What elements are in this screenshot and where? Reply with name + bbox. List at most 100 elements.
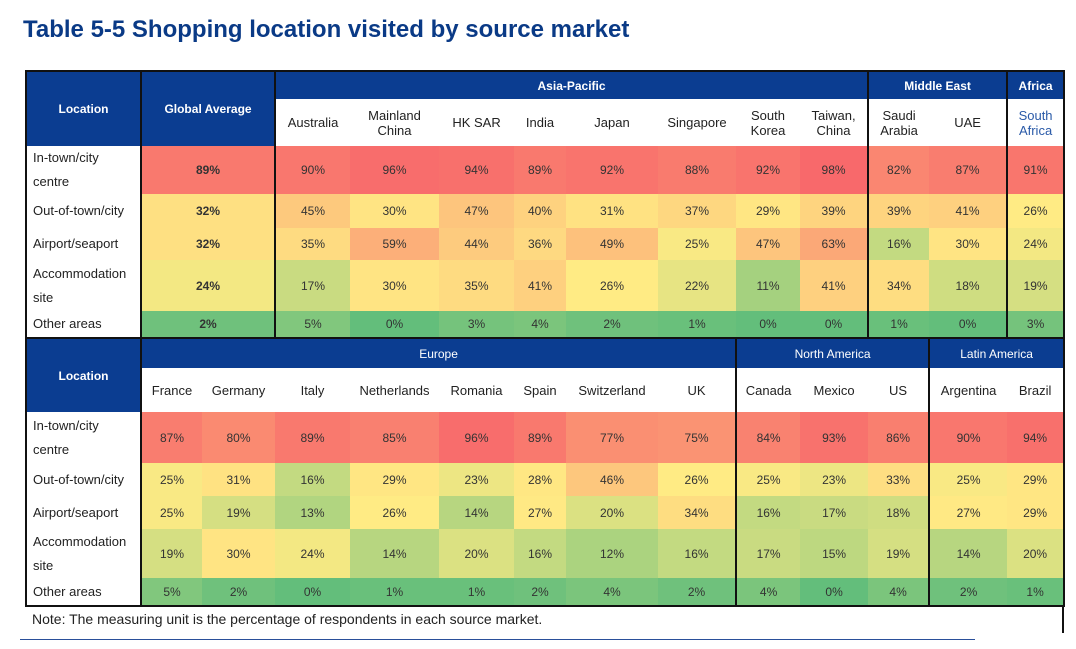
location-header: Location [26, 338, 141, 412]
value-cell: 22% [658, 260, 737, 311]
value-cell: 13% [275, 496, 350, 529]
value-cell: 41% [800, 260, 869, 311]
value-cell: 17% [735, 529, 801, 578]
value-cell: 31% [202, 463, 275, 496]
value-cell: 33% [868, 463, 930, 496]
value-cell: 41% [514, 260, 567, 311]
value-cell: 14% [439, 496, 514, 529]
value-cell: 25% [928, 463, 1008, 496]
data-row: In-town/city centre 89% 90% 96% 94% 89% 92% 88%… [26, 146, 1065, 194]
column-header: US [868, 368, 930, 412]
column-header: Australia [274, 99, 351, 146]
data-row: Other areas 2% 5% 0% 3% 4% 2% 1% 0% 0% 1% 0% 3% [26, 311, 1065, 338]
value-cell: 34% [658, 496, 737, 529]
value-cell: 89% [514, 146, 567, 194]
value-cell: 31% [566, 194, 659, 228]
average-cell: 32% [139, 194, 276, 228]
value-cell: 89% [514, 412, 566, 463]
value-cell: 25% [735, 463, 801, 496]
value-cell: 11% [736, 260, 801, 311]
value-cell: 75% [658, 412, 737, 463]
column-header: HK SAR [439, 99, 515, 146]
value-cell: 63% [800, 228, 869, 260]
value-cell: 80% [202, 412, 275, 463]
row-label: In-town/city centre [26, 412, 141, 463]
value-cell: 0% [275, 578, 350, 606]
row-label: Out-of-town/city [26, 194, 141, 228]
value-cell: 3% [1006, 311, 1065, 338]
value-cell: 87% [140, 412, 202, 463]
average-cell: 89% [139, 146, 276, 194]
row-label: Accommodation site [26, 529, 141, 578]
data-row: Accommodation site 19% 30% 24% 14% 20% 16% 12% 1… [26, 529, 1065, 578]
value-cell: 92% [566, 146, 659, 194]
row-label: Other areas [26, 311, 141, 338]
value-cell: 2% [566, 311, 659, 338]
value-cell: 16% [514, 529, 566, 578]
column-header: Saudi Arabia [867, 99, 930, 146]
average-cell: 32% [139, 228, 276, 260]
data-row: Airport/seaport 32% 35% 59% 44% 36% 49% 25% 47% 6… [26, 228, 1065, 260]
value-cell: 4% [514, 311, 567, 338]
column-header: Taiwan, China [800, 99, 869, 146]
column-header: South Africa [1006, 99, 1065, 146]
column-header: Singapore [658, 99, 737, 146]
value-cell: 29% [1007, 463, 1065, 496]
value-cell: 16% [275, 463, 350, 496]
value-cell: 23% [800, 463, 869, 496]
value-cell: 19% [140, 529, 202, 578]
value-cell: 18% [929, 260, 1008, 311]
group-header-row: Location Global Average Asia-Pacific Middle… [26, 71, 1065, 146]
value-cell: 16% [867, 228, 930, 260]
value-cell: 5% [274, 311, 351, 338]
value-cell: 92% [736, 146, 801, 194]
value-cell: 34% [867, 260, 930, 311]
value-cell: 27% [514, 496, 566, 529]
value-cell: 20% [566, 496, 658, 529]
column-header: Argentina [928, 368, 1008, 412]
column-header: South Korea [736, 99, 801, 146]
value-cell: 25% [140, 496, 202, 529]
value-cell: 87% [929, 146, 1008, 194]
value-cell: 96% [439, 412, 514, 463]
column-header: Netherlands [350, 368, 439, 412]
value-cell: 96% [350, 146, 440, 194]
average-cell: 2% [139, 311, 276, 338]
data-row: Out-of-town/city 25% 31% 16% 29% 23% 28% 46% 26%… [26, 463, 1065, 496]
value-cell: 47% [736, 228, 801, 260]
value-cell: 17% [800, 496, 869, 529]
row-label: Out-of-town/city [26, 463, 141, 496]
row-label: Airport/seaport [26, 228, 141, 260]
column-header: Spain [514, 368, 566, 412]
border-line [1062, 605, 1064, 633]
value-cell: 2% [658, 578, 737, 606]
value-cell: 19% [202, 496, 275, 529]
group-header: Europe [139, 338, 737, 368]
value-cell: 94% [439, 146, 515, 194]
value-cell: 12% [566, 529, 658, 578]
value-cell: 27% [928, 496, 1008, 529]
column-header: Canada [735, 368, 801, 412]
value-cell: 82% [867, 146, 930, 194]
value-cell: 24% [275, 529, 350, 578]
value-cell: 30% [350, 194, 440, 228]
value-cell: 24% [1006, 228, 1065, 260]
value-cell: 20% [439, 529, 514, 578]
value-cell: 19% [868, 529, 930, 578]
value-cell: 45% [274, 194, 351, 228]
value-cell: 4% [566, 578, 658, 606]
value-cell: 16% [658, 529, 737, 578]
value-cell: 26% [1006, 194, 1065, 228]
data-row: Out-of-town/city 32% 45% 30% 47% 40% 31% 37% 29%… [26, 194, 1065, 228]
value-cell: 47% [439, 194, 515, 228]
group-header: Asia-Pacific [274, 71, 869, 99]
value-cell: 0% [736, 311, 801, 338]
value-cell: 0% [800, 311, 869, 338]
group-header: North America [735, 338, 930, 368]
value-cell: 0% [800, 578, 869, 606]
value-cell: 0% [350, 311, 440, 338]
value-cell: 98% [800, 146, 869, 194]
value-cell: 35% [274, 228, 351, 260]
value-cell: 30% [350, 260, 440, 311]
